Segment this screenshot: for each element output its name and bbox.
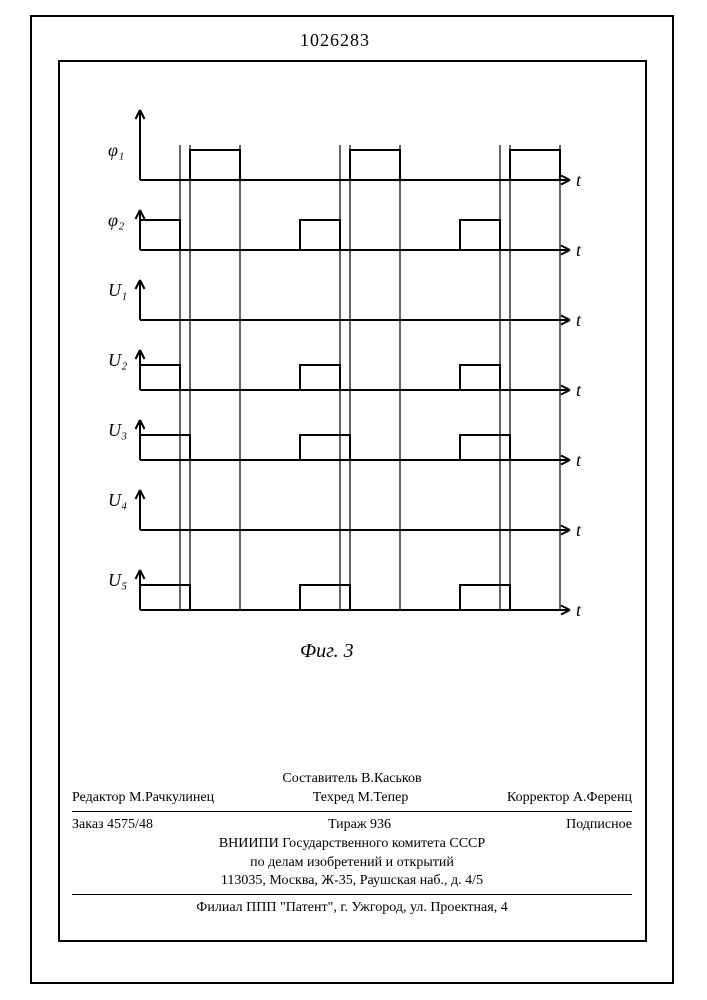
branch-line: Филиал ППП "Патент", г. Ужгород, ул. Про…: [72, 899, 632, 918]
credits-row: Редактор М.Рачкулинец Техред М.Тепер Кор…: [72, 789, 632, 808]
document-number: 1026283: [300, 30, 370, 51]
svg-text:U₄: U₄: [108, 490, 127, 510]
svg-text:t: t: [576, 170, 582, 190]
timing-diagram: φ₁ t φ₂ t U₁ t U₂ t U₃ t U₄ t U₅ t: [80, 90, 600, 650]
svg-text:U₅: U₅: [108, 570, 127, 590]
subscr-label: Подписное: [566, 816, 632, 835]
editor-label: Редактор М.Рачкулинец: [72, 789, 214, 808]
page: 1026283 φ₁ t φ₂ t U₁ t U₂ t U₃ t U₄ t U₅ t Фиг. 3 Сос…: [0, 0, 707, 1000]
compiler-line: Составитель В.Каськов: [72, 770, 632, 789]
org-line-1: ВНИИПИ Государственного комитета СССР: [72, 835, 632, 854]
order-label: Заказ 4575/48: [72, 816, 153, 835]
svg-text:U₃: U₃: [108, 420, 127, 440]
svg-text:U₂: U₂: [108, 350, 127, 370]
svg-text:t: t: [576, 240, 582, 260]
svg-text:t: t: [576, 450, 582, 470]
svg-text:t: t: [576, 380, 582, 400]
address-line: 113035, Москва, Ж-35, Раушская наб., д. …: [72, 872, 632, 891]
printrun-label: Тираж 936: [328, 816, 391, 835]
corrector-label: Корректор А.Ференц: [507, 789, 632, 808]
footer-block: Составитель В.Каськов Редактор М.Рачкули…: [72, 770, 632, 918]
svg-text:t: t: [576, 600, 582, 620]
figure-caption: Фиг. 3: [300, 640, 354, 663]
divider-icon: [72, 811, 632, 812]
svg-text:φ₁: φ₁: [108, 140, 124, 160]
org-line-2: по делам изобретений и открытий: [72, 854, 632, 873]
svg-text:t: t: [576, 520, 582, 540]
order-row: Заказ 4575/48 Тираж 936 Подписное: [72, 816, 632, 835]
techred-label: Техред М.Тепер: [313, 789, 409, 808]
svg-text:U₁: U₁: [108, 280, 127, 300]
svg-text:φ₂: φ₂: [108, 210, 124, 230]
svg-text:t: t: [576, 310, 582, 330]
divider-icon: [72, 894, 632, 895]
